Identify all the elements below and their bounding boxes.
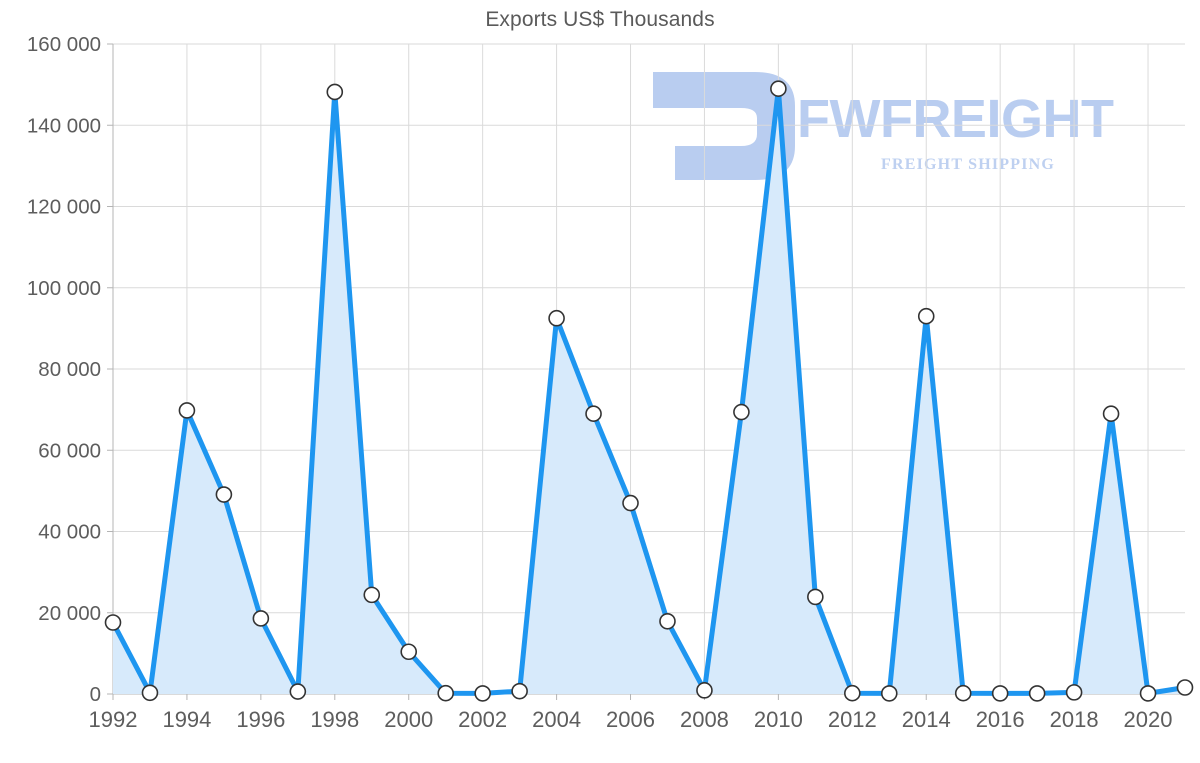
chart-title: Exports US$ Thousands [485,8,715,31]
x-tick-label: 2002 [458,707,507,732]
x-tick-label: 2004 [532,707,581,732]
data-point-marker [954,684,972,702]
data-point-marker [770,80,787,97]
y-tick-label: 0 [90,683,101,706]
data-point-marker [622,494,639,512]
y-tick-label: 120 000 [27,196,101,219]
data-point-marker [807,588,824,606]
data-markers [104,80,1194,702]
data-point-marker [252,610,270,627]
x-tick-label: 2014 [902,707,951,732]
data-point-marker [215,486,233,503]
data-point-marker [659,612,676,630]
x-tick-label: 2006 [606,707,655,732]
data-point-marker [104,614,122,631]
y-tick-label: 100 000 [27,277,101,300]
data-point-marker [733,403,750,421]
y-tick-label: 140 000 [27,114,101,137]
data-point-marker [1176,679,1194,696]
series-area [113,88,1185,694]
x-tick-label: 2018 [1050,707,1099,732]
y-tick-label: 40 000 [38,521,101,544]
data-point-marker [141,684,159,702]
data-point-marker [917,307,935,325]
area-fill [113,88,1185,694]
x-axis-tick-labels: 1992 1994 1996 1998 2000 2002 2004 2006 2008 2010… [89,707,1173,732]
data-point-marker [1102,405,1120,422]
x-tick-label: 2016 [976,707,1025,732]
data-point-marker [511,682,528,700]
x-tick-label: 2012 [828,707,877,732]
x-tick-label: 2000 [384,707,433,732]
data-point-marker [178,402,196,419]
data-point-marker [585,405,602,422]
data-point-marker [437,684,454,702]
x-tick-label: 1994 [162,707,211,732]
data-point-marker [363,586,381,604]
x-tick-label: 1996 [236,707,285,732]
x-tick-label: 2010 [754,707,803,732]
x-tick-label: 2008 [680,707,729,732]
data-point-marker [1139,685,1157,702]
data-point-marker [474,685,491,702]
data-point-marker [1065,684,1083,701]
y-axis-tick-labels: 0 20 000 40 000 60 000 80 000 100 000 120 000 1… [27,33,101,706]
data-point-marker [326,83,344,101]
y-tick-label: 60 000 [38,439,101,462]
data-point-marker [548,309,565,327]
data-point-marker [991,685,1009,702]
data-point-marker [880,685,898,702]
y-tick-label: 160 000 [27,33,101,56]
y-tick-label: 80 000 [38,358,101,381]
x-tick-label: 1998 [310,707,359,732]
data-point-marker [844,684,861,702]
data-point-marker [400,643,418,661]
data-point-marker [696,682,713,699]
data-point-marker [1028,685,1046,702]
x-tick-label: 2020 [1124,707,1173,732]
data-point-marker [289,683,307,700]
x-tick-label: 1992 [89,707,138,732]
y-tick-label: 20 000 [38,602,101,625]
